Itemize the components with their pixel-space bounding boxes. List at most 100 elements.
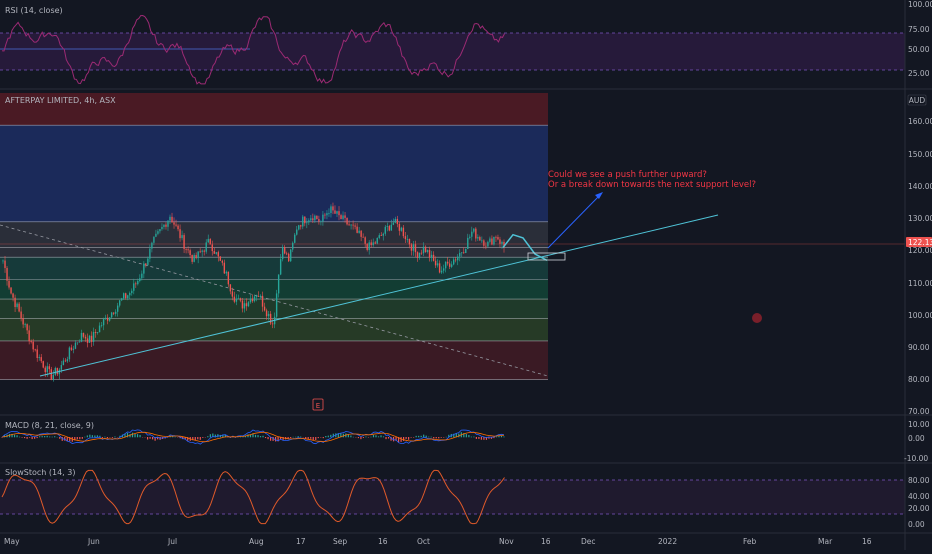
macd-histogram-bar [255, 435, 256, 437]
candle [123, 293, 124, 298]
alert-marker-icon[interactable] [752, 313, 762, 323]
candle [443, 268, 444, 270]
rsi-tick: 100.00 [908, 0, 932, 9]
macd-histogram-bar [496, 437, 497, 438]
candle [280, 259, 281, 274]
candle [332, 206, 333, 210]
candle [425, 247, 426, 252]
macd-histogram-bar [84, 437, 85, 438]
candle [105, 318, 106, 319]
candle [258, 296, 259, 297]
candle [342, 215, 343, 219]
candle [469, 237, 470, 238]
macd-histogram-bar [104, 437, 105, 438]
macd-histogram-bar [503, 437, 504, 438]
candle [57, 368, 58, 374]
candle [360, 231, 361, 237]
candle [403, 228, 404, 236]
candle [296, 230, 297, 235]
candle [475, 229, 476, 239]
candle [413, 244, 414, 250]
current-price-marker: 122.13 [908, 238, 932, 247]
candle [260, 296, 261, 297]
macd-histogram-bar [114, 436, 115, 437]
candle [228, 272, 229, 285]
macd-histogram-bar [466, 434, 467, 437]
macd-histogram-bar [468, 435, 469, 437]
candle [244, 303, 245, 308]
candle [103, 319, 104, 325]
macd-histogram-bar [257, 435, 258, 437]
candle [328, 213, 329, 214]
macd-histogram-bar [49, 437, 50, 438]
macd-histogram-bar [421, 436, 422, 438]
candle [391, 225, 392, 231]
time-tick: 2022 [658, 537, 677, 546]
candle [55, 368, 56, 375]
candle [447, 262, 448, 264]
candle [161, 227, 162, 229]
rsi-label: RSI (14, close) [5, 6, 63, 15]
macd-histogram-bar [328, 436, 329, 438]
candle [409, 239, 410, 244]
candle [435, 261, 436, 266]
macd-histogram-bar [408, 437, 409, 440]
macd-histogram-bar [378, 436, 379, 437]
macd-histogram-bar [476, 437, 477, 439]
candle [232, 291, 233, 296]
candle [14, 298, 15, 307]
candle [338, 211, 339, 215]
candle [276, 293, 277, 316]
candle [417, 252, 418, 258]
price-zone [0, 257, 548, 280]
macd-histogram-bar [19, 437, 20, 438]
candle [79, 342, 80, 343]
candle [109, 317, 110, 320]
macd-histogram-bar [92, 435, 93, 437]
candle [459, 253, 460, 257]
macd-histogram-bar [37, 437, 38, 438]
candle [214, 251, 215, 254]
macd-histogram-bar [375, 435, 376, 437]
candle [262, 296, 263, 307]
macd-histogram-bar [54, 436, 55, 437]
candle [348, 224, 349, 225]
candle [26, 324, 27, 330]
candle [199, 251, 200, 252]
candle [499, 239, 500, 243]
candle [111, 313, 112, 318]
candle [290, 250, 291, 262]
macd-histogram-bar [436, 437, 437, 438]
macd-histogram-bar [501, 436, 502, 437]
macd-histogram-bar [147, 437, 148, 440]
macd-histogram-bar [310, 437, 311, 439]
macd-histogram-bar [323, 437, 324, 438]
candle [411, 244, 412, 250]
candle [197, 251, 198, 258]
candle [220, 256, 221, 260]
macd-histogram-bar [102, 437, 103, 438]
macd-histogram-bar [300, 437, 301, 438]
candle [334, 210, 335, 213]
macd-histogram-bar [21, 437, 22, 438]
support-resistance-zones [0, 93, 548, 380]
candle [153, 237, 154, 243]
candle [326, 213, 327, 215]
candle [18, 304, 19, 312]
macd-histogram-bar [112, 437, 113, 438]
candle [226, 272, 227, 274]
candle [191, 255, 192, 262]
candle [117, 306, 118, 312]
macd-histogram-bar [94, 435, 95, 437]
candle [151, 243, 152, 249]
candle [85, 337, 86, 339]
macd-histogram-bar [320, 437, 321, 438]
candle [155, 234, 156, 237]
price-tick: 90.00 [908, 343, 930, 352]
candle [99, 326, 100, 333]
candle [284, 247, 285, 253]
macd-histogram-bar [358, 437, 359, 438]
macd-histogram-bar [315, 437, 316, 440]
candle [401, 228, 402, 231]
